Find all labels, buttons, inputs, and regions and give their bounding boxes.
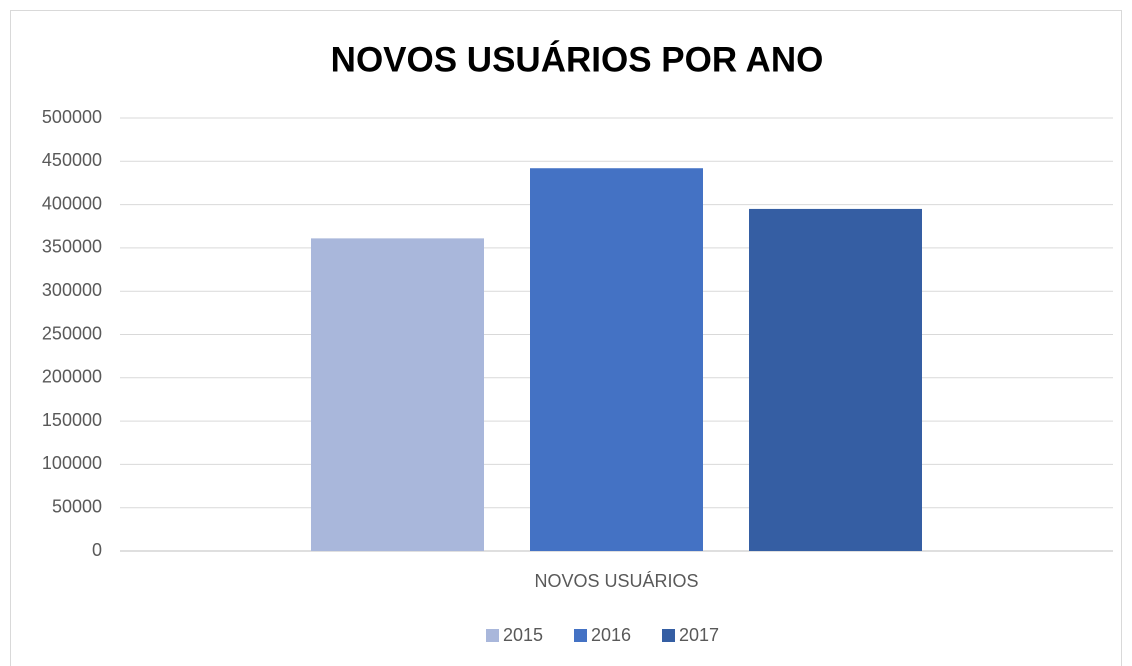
y-tick-label: 0 (92, 540, 102, 560)
y-tick-label: 250000 (42, 323, 102, 343)
y-tick-label: 200000 (42, 367, 102, 387)
y-tick-label: 400000 (42, 193, 102, 213)
legend-swatch (574, 629, 587, 642)
y-tick-label: 50000 (52, 496, 102, 516)
x-tick-label: NOVOS USUÁRIOS (534, 571, 698, 591)
bar (749, 208, 922, 551)
legend-swatch (662, 629, 675, 642)
bar (530, 168, 703, 551)
y-tick-label: 500000 (42, 107, 102, 127)
y-tick-label: 450000 (42, 150, 102, 170)
y-tick-label: 300000 (42, 280, 102, 300)
legend-label: 2015 (503, 625, 543, 645)
y-tick-label: 350000 (42, 237, 102, 257)
bar (311, 238, 484, 551)
legend-label: 2017 (679, 625, 719, 645)
legend-swatch (486, 629, 499, 642)
legend-label: 2016 (591, 625, 631, 645)
chart-title: NOVOS USUÁRIOS POR ANO (331, 39, 824, 79)
y-tick-label: 100000 (42, 453, 102, 473)
y-tick-label: 150000 (42, 410, 102, 430)
